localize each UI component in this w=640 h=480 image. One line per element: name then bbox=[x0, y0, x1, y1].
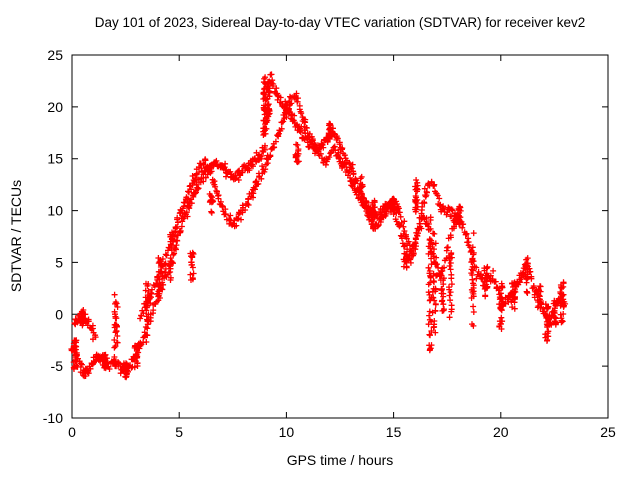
x-tick-label: 25 bbox=[600, 424, 616, 440]
y-tick-label: 25 bbox=[47, 47, 63, 63]
y-tick-label: 10 bbox=[47, 203, 63, 219]
chart-title: Day 101 of 2023, Sidereal Day-to-day VTE… bbox=[94, 15, 586, 30]
y-tick-label: -10 bbox=[43, 410, 63, 426]
y-axis-label: SDTVAR / TECUs bbox=[8, 179, 24, 293]
plot-border bbox=[71, 54, 609, 419]
x-tick-label: 10 bbox=[279, 424, 295, 440]
y-tick-label: 15 bbox=[47, 151, 63, 167]
y-tick-label: -5 bbox=[51, 358, 64, 374]
x-tick-label: 20 bbox=[493, 424, 509, 440]
x-tick-label: 15 bbox=[386, 424, 402, 440]
y-tick-label: 20 bbox=[47, 99, 63, 115]
x-tick-label: 5 bbox=[175, 424, 183, 440]
x-tick-label: 0 bbox=[68, 424, 76, 440]
y-tick-label: 5 bbox=[55, 254, 63, 270]
y-tick-label: 0 bbox=[55, 306, 63, 322]
x-axis-label: GPS time / hours bbox=[286, 452, 394, 468]
axis-ticks bbox=[71, 54, 609, 419]
scatter-markers bbox=[68, 71, 569, 381]
